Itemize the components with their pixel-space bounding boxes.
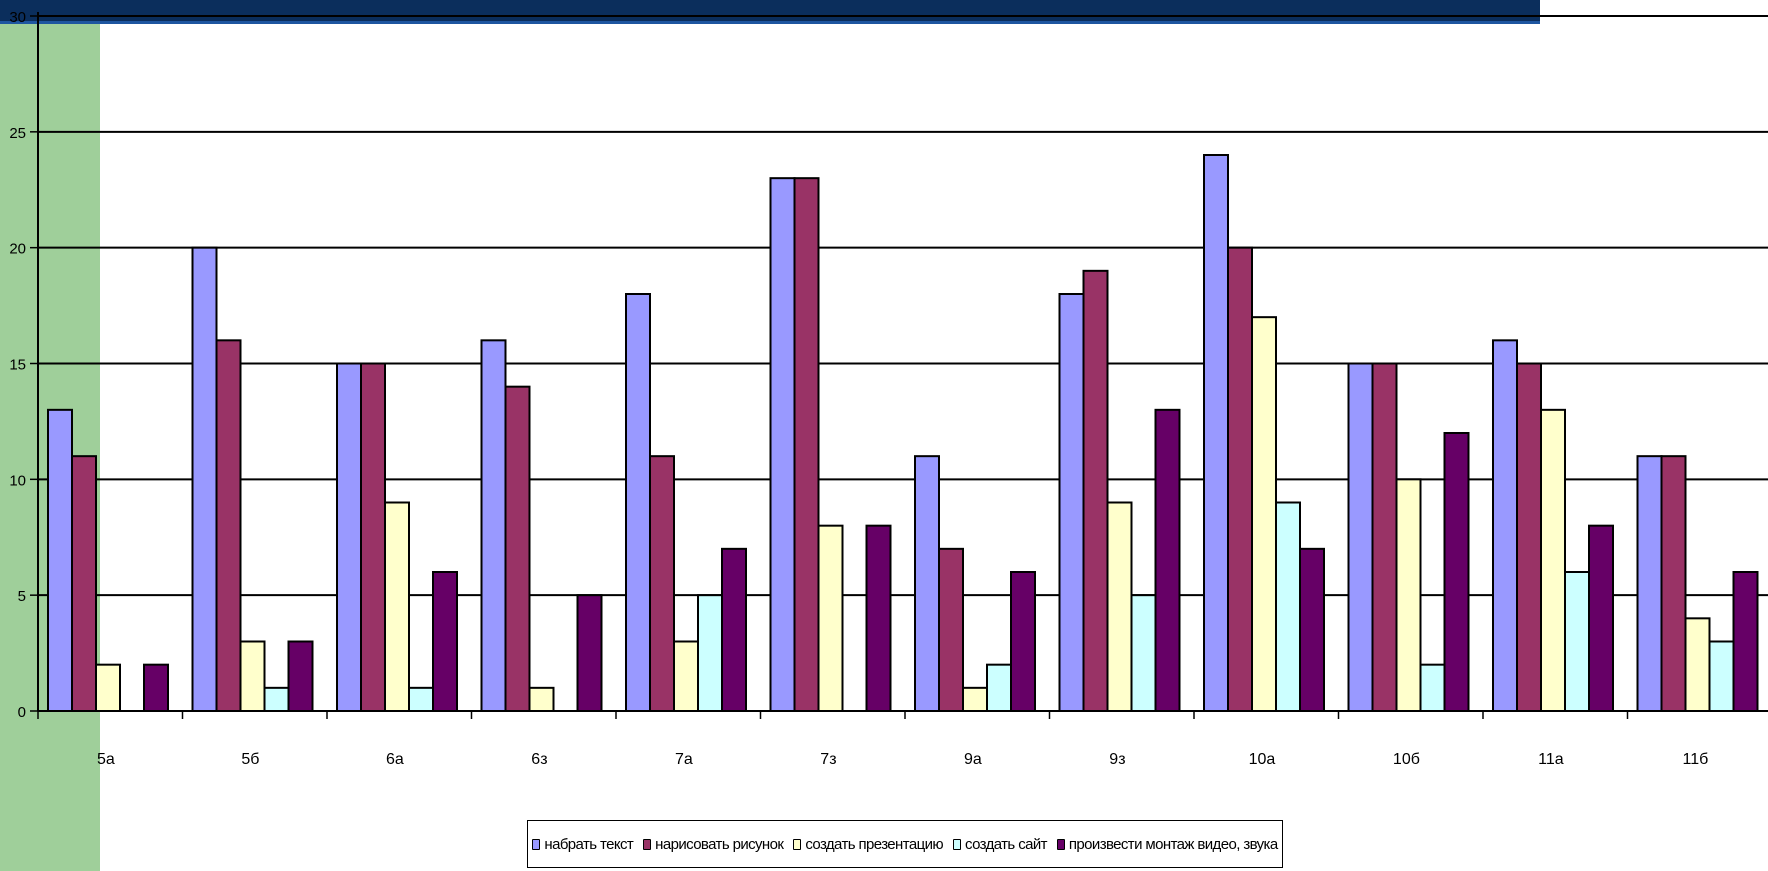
bar bbox=[215, 339, 242, 712]
y-tick-label: 5 bbox=[18, 588, 26, 605]
bar bbox=[1010, 571, 1036, 712]
bar bbox=[1154, 408, 1181, 712]
legend-swatch bbox=[793, 838, 802, 850]
bar bbox=[1227, 246, 1253, 713]
bar bbox=[263, 686, 290, 712]
bar bbox=[384, 501, 410, 712]
bar bbox=[1082, 269, 1109, 712]
bar bbox=[287, 640, 314, 712]
bar bbox=[914, 455, 940, 712]
gridlines bbox=[30, 15, 1768, 712]
bar bbox=[865, 524, 892, 713]
bar bbox=[1275, 501, 1301, 712]
bar bbox=[1299, 547, 1325, 712]
bar bbox=[360, 362, 386, 712]
bar bbox=[1395, 478, 1422, 713]
bar bbox=[504, 385, 531, 712]
bar bbox=[1203, 154, 1229, 712]
y-tick-label: 20 bbox=[9, 241, 26, 258]
x-tick-label: 6а bbox=[386, 751, 404, 768]
x-tick-label: 10а bbox=[1249, 751, 1276, 768]
bar bbox=[938, 547, 964, 712]
legend: набрать текст нарисовать рисунок создать п… bbox=[527, 820, 1283, 868]
bar bbox=[1347, 362, 1374, 712]
bar bbox=[480, 339, 507, 712]
legend-label: создать сайт bbox=[965, 835, 1048, 853]
bar bbox=[1106, 501, 1133, 712]
legend-swatch bbox=[643, 838, 652, 850]
y-tick-label: 0 bbox=[18, 704, 26, 721]
legend-swatch bbox=[1056, 838, 1065, 850]
bar bbox=[721, 547, 747, 712]
bar bbox=[986, 663, 1012, 713]
bar bbox=[191, 246, 218, 713]
x-tick-labels: 5а 5б 6а 6з 7а 7з 9а 9з 10а 10б 11а 11б bbox=[97, 751, 1708, 768]
bar bbox=[432, 571, 458, 712]
x-tick-label: 9а bbox=[964, 751, 982, 768]
legend-item: нарисовать рисунок bbox=[643, 835, 784, 853]
bar bbox=[1419, 663, 1446, 713]
bar bbox=[1660, 455, 1687, 712]
bars bbox=[47, 154, 1759, 713]
bar bbox=[817, 524, 844, 713]
bar bbox=[1371, 362, 1398, 712]
bar bbox=[47, 408, 73, 712]
x-tick-label: 11б bbox=[1683, 751, 1709, 768]
x-tick-label: 11а bbox=[1538, 751, 1564, 768]
x-tick-label: 6з bbox=[531, 751, 547, 768]
legend-item: создать презентацию bbox=[793, 835, 944, 853]
legend-label: нарисовать рисунок bbox=[655, 835, 784, 853]
bar bbox=[697, 594, 723, 713]
bar bbox=[1443, 432, 1470, 712]
x-tick-label: 5а bbox=[97, 751, 115, 768]
axes bbox=[37, 12, 1768, 719]
legend-label: набрать текст bbox=[544, 835, 634, 853]
bar bbox=[649, 455, 675, 712]
legend-swatch bbox=[953, 838, 961, 850]
y-tick-labels: 0 5 10 15 20 25 30 bbox=[9, 9, 26, 721]
legend-label: создать презентацию bbox=[805, 835, 943, 853]
bar bbox=[1516, 362, 1542, 712]
legend-label: произвести монтаж видео, звука bbox=[1068, 835, 1278, 853]
bar bbox=[1588, 524, 1614, 713]
legend-item: произвести монтаж видео, звука bbox=[1056, 835, 1278, 853]
bar bbox=[769, 177, 796, 712]
bar bbox=[239, 640, 266, 712]
y-tick-label: 15 bbox=[9, 357, 26, 374]
bar bbox=[673, 640, 699, 712]
x-tick-label: 7з bbox=[820, 751, 836, 768]
bar bbox=[1492, 339, 1518, 712]
bar bbox=[95, 663, 121, 713]
x-tick-label: 7а bbox=[675, 751, 693, 768]
y-tick-label: 25 bbox=[9, 125, 26, 142]
y-tick-label: 30 bbox=[9, 9, 26, 26]
legend-item: набрать текст bbox=[532, 835, 634, 853]
bar bbox=[1130, 594, 1157, 713]
bar bbox=[1058, 293, 1085, 712]
bar bbox=[71, 455, 97, 712]
bar bbox=[143, 663, 169, 713]
x-tick-label: 10б bbox=[1393, 751, 1420, 768]
bar bbox=[1251, 316, 1277, 712]
legend-item: создать сайт bbox=[953, 835, 1048, 853]
bar bbox=[625, 293, 651, 712]
bar bbox=[576, 594, 603, 713]
bar bbox=[1684, 617, 1711, 712]
bar bbox=[336, 362, 362, 712]
bar bbox=[1540, 408, 1566, 712]
y-tick-label: 10 bbox=[9, 472, 26, 489]
legend-swatch bbox=[532, 838, 541, 850]
bar bbox=[1564, 571, 1590, 712]
bar bbox=[1636, 455, 1663, 712]
top-banner bbox=[0, 0, 1540, 24]
bar bbox=[793, 177, 820, 712]
bar bbox=[528, 686, 555, 712]
bar bbox=[1708, 640, 1735, 712]
bar bbox=[408, 686, 434, 712]
bar bbox=[962, 686, 988, 712]
x-tick-label: 5б bbox=[241, 751, 259, 768]
x-tick-label: 9з bbox=[1109, 751, 1125, 768]
bar bbox=[1732, 571, 1759, 712]
